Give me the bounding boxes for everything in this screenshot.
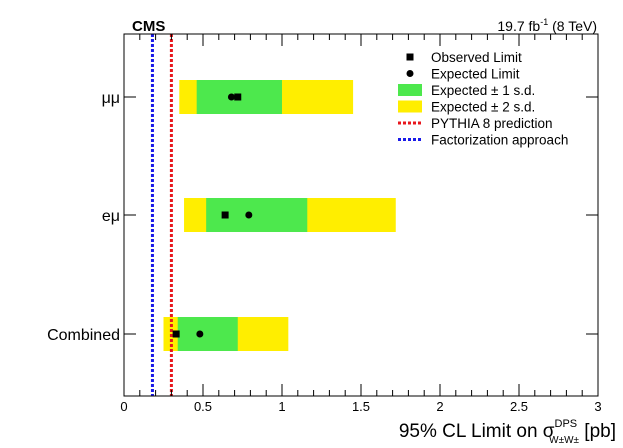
x-tick-label-4: 2 bbox=[436, 399, 443, 414]
x-tick-label-0: 0 bbox=[120, 399, 127, 414]
x-tick-label-1: 0.5 bbox=[194, 399, 212, 414]
experiment-label: CMS bbox=[132, 18, 165, 35]
y-tick-label-1: eμ bbox=[102, 208, 120, 225]
x-tick-label-2: 1 bbox=[278, 399, 285, 414]
observed-marker-1 bbox=[221, 211, 229, 219]
legend-label-0: Observed Limit bbox=[431, 50, 522, 65]
x-axis-title: 95% CL Limit on σDPS W±W± [pb] bbox=[399, 418, 616, 446]
band-1sd-2 bbox=[177, 317, 238, 351]
observed-marker-2 bbox=[172, 330, 180, 338]
legend-swatch-observed bbox=[406, 53, 414, 61]
legend-label-2: Expected ± 1 s.d. bbox=[431, 83, 535, 98]
axes-layer: μμ eμ Combined 0 0.5 1 1.5 2 2.5 3 bbox=[47, 34, 602, 414]
legend-label-5: Factorization approach bbox=[431, 133, 568, 148]
bands-layer bbox=[163, 80, 396, 351]
legend-label-3: Expected ± 2 s.d. bbox=[431, 100, 535, 115]
expected-marker-2 bbox=[196, 330, 204, 338]
legend-label-1: Expected Limit bbox=[431, 67, 520, 82]
legend-label-4: PYTHIA 8 prediction bbox=[431, 116, 553, 131]
expected-marker-0 bbox=[227, 93, 235, 101]
x-tick-label-5: 2.5 bbox=[510, 399, 528, 414]
expected-marker-1 bbox=[245, 211, 253, 219]
x-tick-label-6: 3 bbox=[594, 399, 601, 414]
luminosity-label: 19.7 fb-1 (8 TeV) bbox=[497, 17, 597, 34]
legend-swatch-band-2 bbox=[398, 84, 422, 96]
markers-layer bbox=[172, 93, 253, 338]
reference-lines-layer bbox=[150, 34, 173, 396]
x-tick-label-3: 1.5 bbox=[352, 399, 370, 414]
band-1sd-1 bbox=[206, 198, 308, 232]
legend-swatch-expected bbox=[406, 70, 414, 77]
legend-swatch-band-3 bbox=[398, 100, 422, 113]
y-tick-label-2: Combined bbox=[47, 327, 120, 344]
y-tick-label-0: μμ bbox=[102, 90, 120, 107]
observed-marker-0 bbox=[234, 93, 242, 101]
